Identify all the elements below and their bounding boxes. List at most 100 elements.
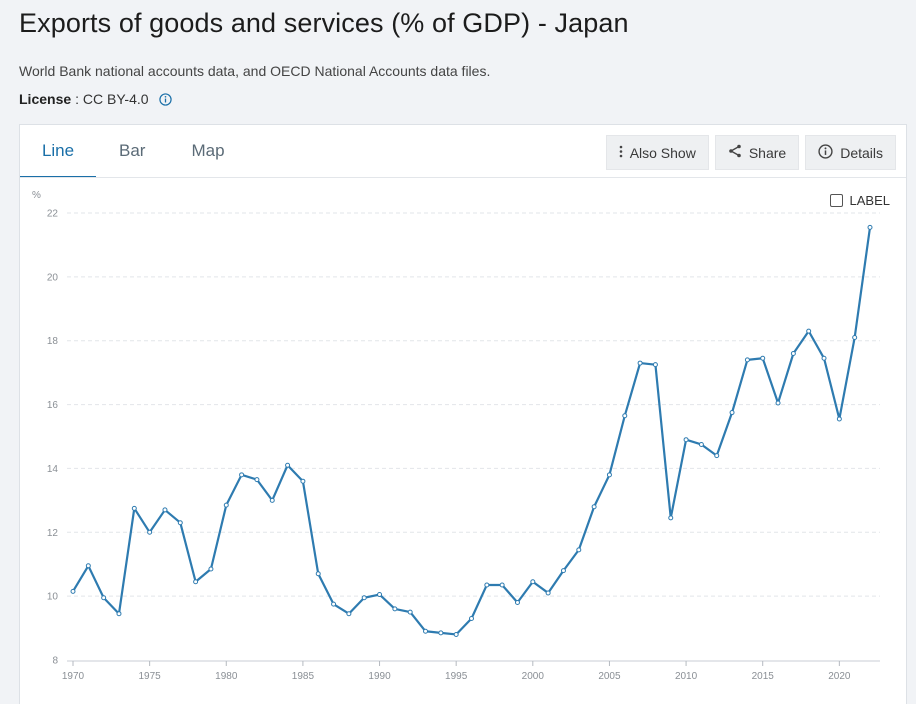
data-point [346,611,352,617]
data-point [622,413,628,419]
data-point [790,350,796,356]
data-point [208,566,214,572]
series-line [72,227,872,636]
x-tick-label: 2005 [598,671,621,682]
data-point [484,582,490,588]
data-point [683,437,689,443]
tab-divider [20,177,906,178]
y-tick-label: 18 [47,336,59,347]
data-point [729,410,735,416]
source-text: World Bank national accounts data, and O… [19,63,491,79]
y-tick-label: 10 [47,592,59,603]
x-tick-label: 1985 [292,671,315,682]
data-point [162,507,168,513]
x-tick-label: 2010 [675,671,698,682]
data-point [377,592,383,598]
data-point [760,355,766,361]
data-point [85,563,91,569]
info-icon[interactable] [158,92,172,106]
line-chart: % 8 10 12 14 16 18 20 22 1970 1975 1980 1985 1990 1995… [32,190,880,682]
page-title: Exports of goods and services (% of GDP)… [19,8,629,38]
data-point [714,453,720,459]
data-point [606,472,612,478]
chart-card: Line Bar Map Also Show [19,124,907,704]
data-point [101,595,107,601]
chart-toolbar: Also Show Share [605,135,896,170]
x-tick-label: 1980 [215,671,238,682]
data-point [744,357,750,363]
data-point [698,441,704,447]
data-point [423,628,429,634]
license-row: License : CC BY-4.0 [19,91,172,107]
share-button[interactable]: Share [714,135,800,170]
license-key: License [19,91,72,107]
data-point [331,601,337,607]
info-circle-icon [818,143,833,162]
data-point [70,588,76,594]
data-point [806,328,812,334]
data-point [852,335,858,341]
y-tick-label: 22 [47,209,59,220]
data-point [530,579,536,585]
data-point [269,497,275,503]
tab-map[interactable]: Map [191,141,225,160]
details-button[interactable]: Details [805,135,896,170]
data-point [469,615,474,621]
data-point [821,355,827,361]
data-point [545,590,551,596]
data-point [576,547,582,553]
data-point [775,400,781,406]
y-tick-label: 12 [47,528,59,539]
x-tick-label: 1990 [368,671,391,682]
y-tick-label: 20 [47,272,59,283]
data-point [652,362,658,368]
label-checkbox[interactable] [829,194,843,207]
data-point [193,579,199,585]
data-point [438,630,444,636]
tab-bar[interactable]: Bar [119,141,146,160]
x-tick-label: 2015 [752,671,775,682]
x-tick-label: 2000 [522,671,545,682]
also-show-label: Also Show [629,144,696,161]
license-value: : CC BY-4.0 [75,91,149,107]
data-point [285,462,291,468]
x-tick-label: 1975 [139,671,162,682]
data-point [514,600,520,606]
data-point [239,472,245,478]
y-tick-label: 16 [47,400,59,411]
details-label: Details [840,144,883,161]
x-tick-label: 1970 [62,671,85,682]
data-point [668,515,674,521]
data-point [392,606,398,612]
data-point [177,520,183,526]
label-toggle[interactable]: LABEL [829,193,890,208]
x-tick-label: 2020 [828,671,851,682]
y-axis-unit-label: % [32,190,41,201]
x-tick-label: 1995 [445,671,468,682]
data-point [223,502,229,508]
data-point [836,416,842,422]
also-show-button[interactable]: Also Show [605,135,709,170]
data-point [499,582,505,588]
more-vertical-icon [619,145,623,161]
label-toggle-text: LABEL [849,193,890,208]
data-point [147,529,153,535]
data-point [453,631,459,637]
data-point [116,611,122,617]
data-point [560,568,566,574]
share-icon [728,144,742,161]
data-point [254,477,260,483]
y-tick-label: 14 [47,464,59,475]
data-point [637,360,643,366]
y-tick-label: 8 [52,656,58,667]
data-point [300,478,306,484]
data-point [867,224,873,230]
share-label: Share [748,144,787,161]
data-point [131,505,137,511]
data-point [315,571,321,577]
data-point [407,609,413,615]
data-point [361,595,367,601]
data-point [591,504,597,510]
chart-tabs: Line Bar Map [20,125,248,178]
